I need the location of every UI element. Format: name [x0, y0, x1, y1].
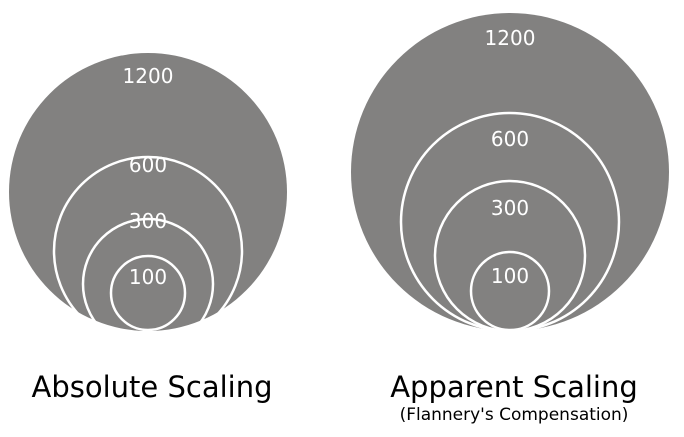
absolute-scaling-group: 1200 600 300 100 Absolute Scaling	[9, 53, 287, 404]
apparent-label-300: 300	[491, 196, 529, 220]
apparent-scaling-title: Apparent Scaling	[390, 370, 638, 404]
absolute-label-1200: 1200	[123, 64, 174, 88]
apparent-label-100: 100	[491, 264, 529, 288]
absolute-circle-300	[81, 217, 215, 351]
absolute-scaling-title: Absolute Scaling	[32, 370, 273, 404]
absolute-label-300: 300	[129, 209, 167, 233]
absolute-circle-100	[109, 254, 187, 332]
apparent-circle-1200	[351, 13, 669, 331]
absolute-label-100: 100	[129, 265, 167, 289]
apparent-label-600: 600	[491, 127, 529, 151]
absolute-label-600: 600	[129, 153, 167, 177]
apparent-label-1200: 1200	[485, 26, 536, 50]
apparent-circle-100	[469, 250, 551, 332]
apparent-scaling-group: 1200 600 300 100 Apparent Scaling (Flann…	[351, 13, 669, 425]
absolute-circle-600	[52, 155, 244, 347]
apparent-scaling-subtitle: (Flannery's Compensation)	[400, 405, 629, 425]
absolute-circle-1200	[9, 53, 287, 331]
